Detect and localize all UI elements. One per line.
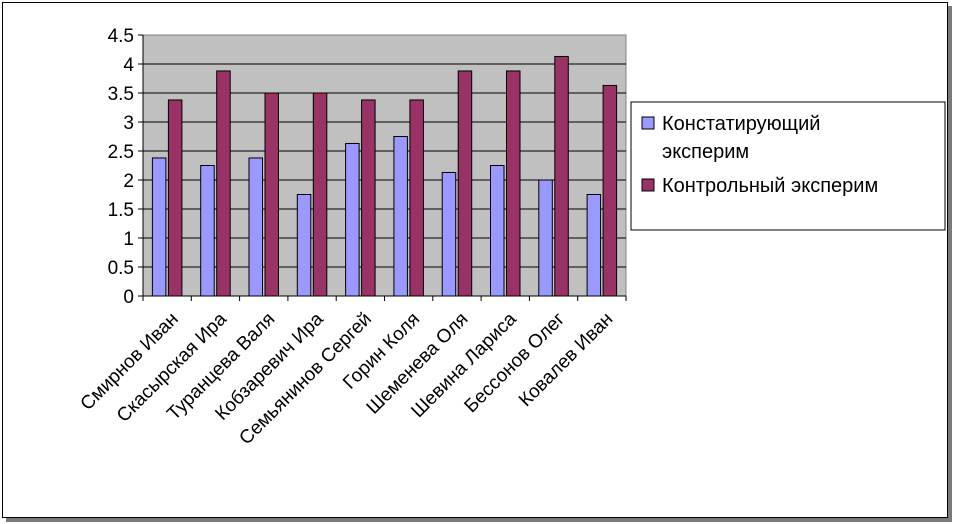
y-tick-label: 2 [123, 171, 134, 192]
bar-constating [586, 194, 602, 297]
plot-area [142, 34, 627, 297]
bar-constating [490, 165, 505, 297]
bar-control [409, 99, 424, 297]
bar-control [312, 92, 328, 297]
y-tick-label: 4.5 [108, 26, 134, 47]
bar-control [361, 99, 376, 297]
bar-constating [151, 157, 167, 297]
legend-swatch [641, 116, 655, 130]
bar-constating [393, 136, 408, 297]
bar-control [216, 70, 231, 297]
bar-constating [538, 179, 553, 297]
y-tick-label: 3.5 [108, 84, 134, 105]
legend-box [630, 101, 946, 231]
bar-constating [200, 165, 215, 297]
bar-control [457, 70, 473, 297]
y-tick-label: 4 [123, 55, 134, 76]
y-tick-label: 1 [123, 229, 134, 250]
y-tick-label: 3 [123, 113, 134, 134]
bar-constating [248, 157, 263, 297]
bar-control [602, 84, 618, 297]
legend-label: Констатирующий [662, 113, 820, 135]
legend-label: Контрольный эксперим [662, 175, 878, 197]
legend-label: эксперим [662, 141, 749, 163]
legend-swatch [641, 178, 655, 192]
y-tick-label: 0.5 [108, 258, 134, 279]
bar-control [506, 70, 521, 297]
y-tick-label: 1.5 [108, 200, 134, 221]
bar-constating [345, 142, 360, 297]
bar-constating [441, 171, 457, 297]
bar-control [554, 55, 569, 297]
bar-control [167, 99, 183, 297]
y-tick-label: 0 [123, 287, 134, 308]
bar-control [264, 92, 279, 297]
y-tick-label: 2.5 [108, 142, 134, 163]
bar-constating [296, 194, 312, 297]
